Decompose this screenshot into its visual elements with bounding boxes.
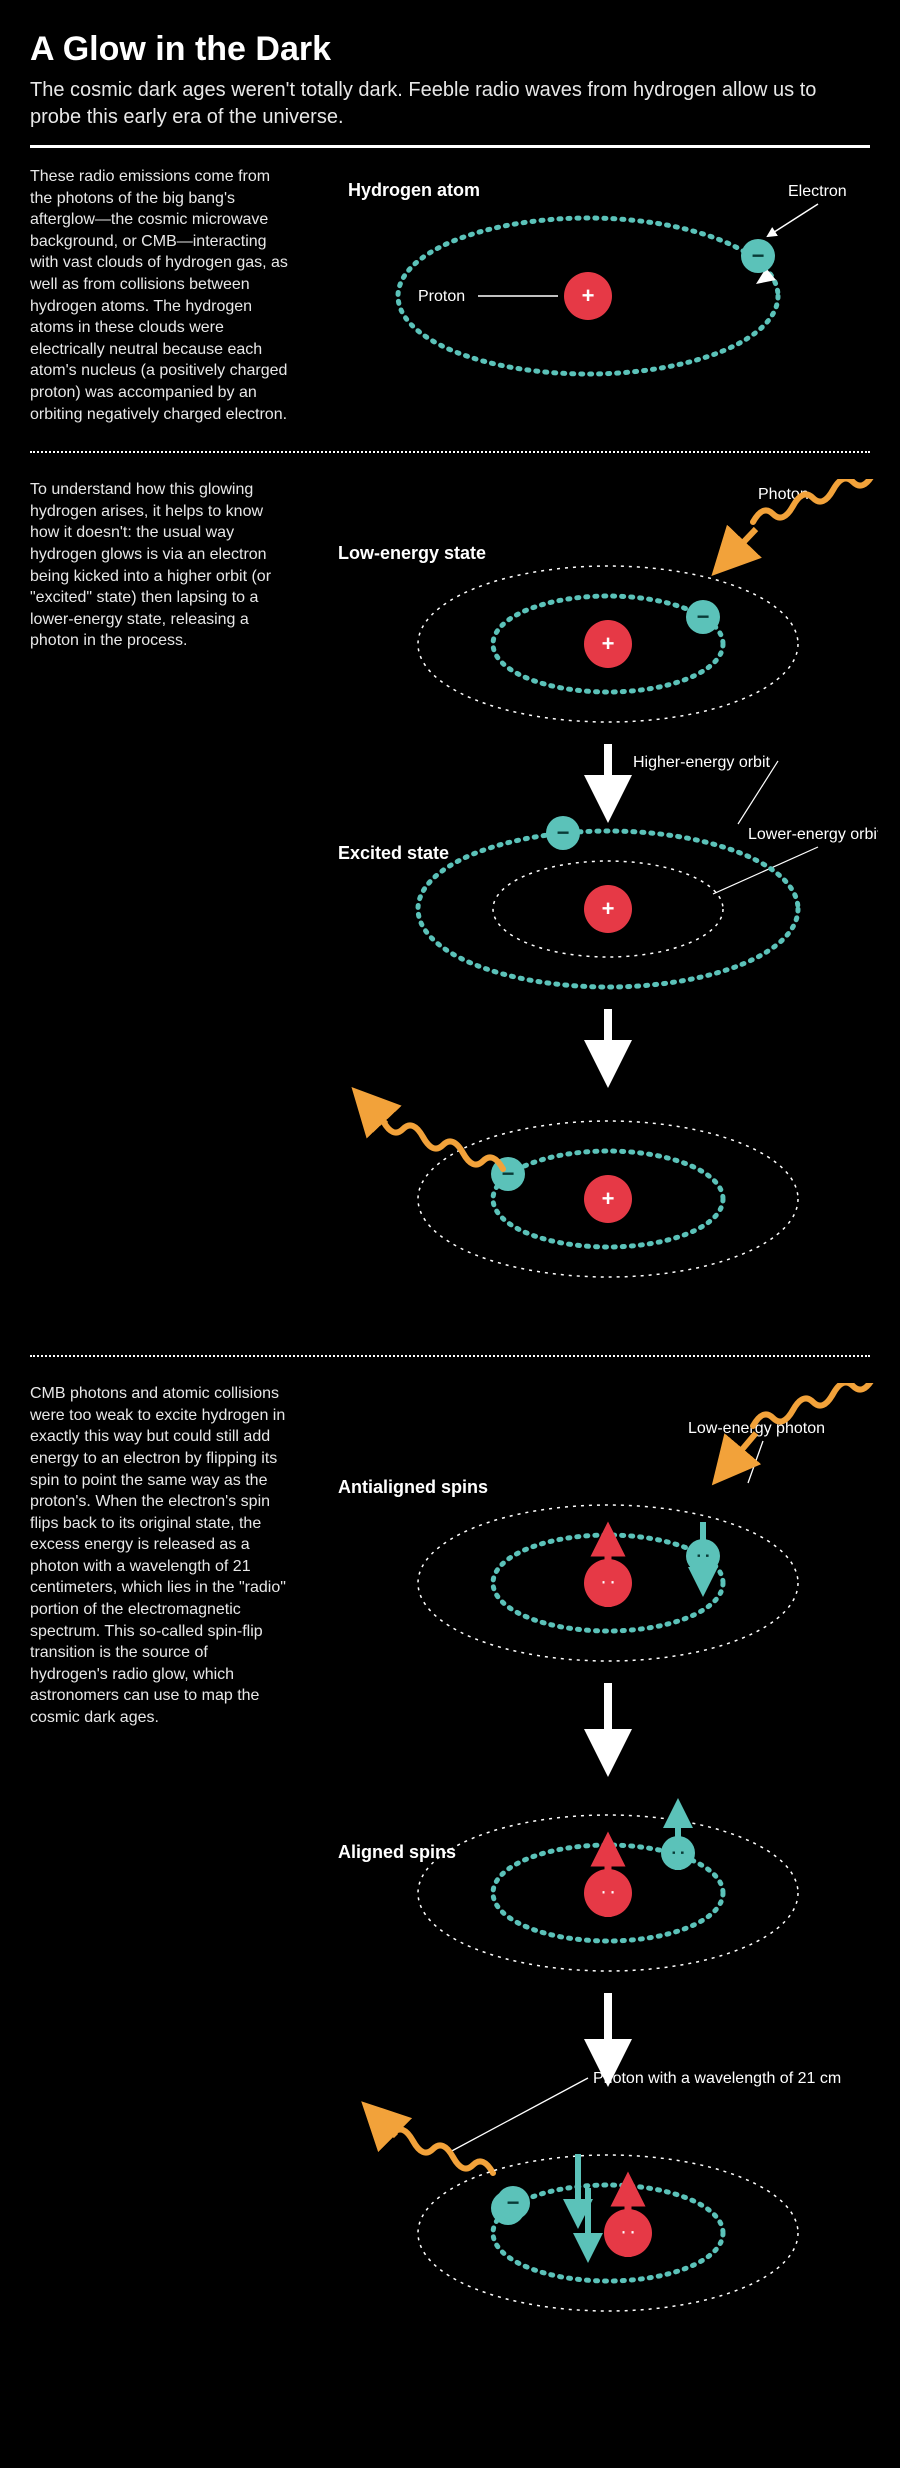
section-1: These radio emissions come from the phot…	[30, 166, 870, 425]
svg-text:+: +	[602, 896, 615, 921]
label-electron: Electron	[788, 183, 847, 200]
label-proton: Proton	[418, 288, 465, 305]
label-hydrogen: Hydrogen atom	[348, 180, 480, 200]
label-low-energy: Low-energy state	[338, 543, 486, 563]
section-3: CMB photons and atomic collisions were t…	[30, 1383, 870, 2363]
svg-text:−: −	[507, 2190, 520, 2215]
svg-text:+: +	[602, 1186, 615, 1211]
svg-text:−: −	[752, 243, 765, 268]
section-3-text: CMB photons and atomic collisions were t…	[30, 1383, 290, 2363]
section-2: To understand how this glowing hydrogen …	[30, 479, 870, 1329]
label-antialigned: Antialigned spins	[338, 1477, 488, 1497]
svg-text:+: +	[602, 631, 615, 656]
label-lower-orbit: Lower-energy orbit	[748, 826, 878, 843]
svg-text:−: −	[557, 820, 570, 845]
section-1-text: These radio emissions come from the phot…	[30, 166, 290, 425]
excitation-diagram: Photon Low-energy state + − Higher-energ…	[318, 479, 878, 1329]
label-aligned: Aligned spins	[338, 1842, 456, 1862]
section-2-text: To understand how this glowing hydrogen …	[30, 479, 290, 1329]
spinflip-diagram: Low-energy photon Antialigned spins Alig…	[318, 1383, 878, 2363]
page-title: A Glow in the Dark	[30, 30, 870, 69]
label-excited: Excited state	[338, 843, 449, 863]
divider-dotted-2	[30, 1355, 870, 1357]
page-subtitle: The cosmic dark ages weren't totally dar…	[30, 77, 870, 131]
hydrogen-atom-diagram: Hydrogen atom Electron + Proton	[318, 166, 878, 406]
electron: −	[741, 239, 775, 273]
label-photon-21: Photon with a wavelength of 21 cm	[593, 2070, 841, 2087]
svg-text:+: +	[582, 283, 595, 308]
divider-dotted-1	[30, 451, 870, 453]
label-higher-orbit: Higher-energy orbit	[633, 754, 771, 771]
proton: +	[564, 272, 612, 320]
svg-text:−: −	[697, 604, 710, 629]
divider-solid	[30, 145, 870, 148]
